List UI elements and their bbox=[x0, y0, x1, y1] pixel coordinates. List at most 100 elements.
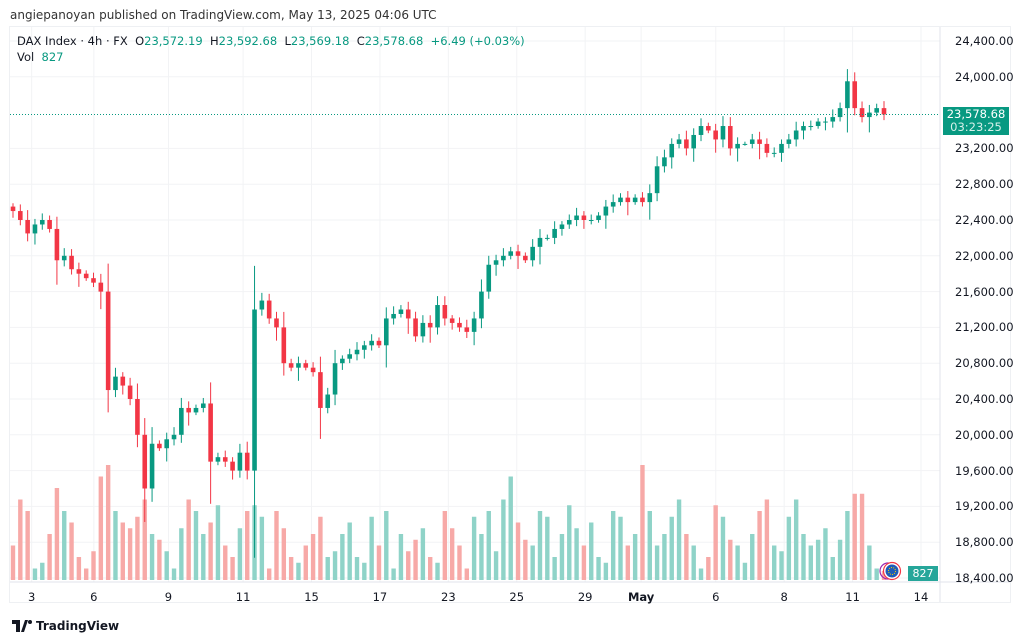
candle-body bbox=[479, 291, 484, 319]
volume-bar bbox=[691, 545, 696, 580]
volume-bar bbox=[98, 476, 104, 580]
candle-body bbox=[669, 143, 675, 158]
candle-body bbox=[588, 220, 594, 221]
volume-bar bbox=[208, 522, 213, 580]
candle-body bbox=[603, 206, 609, 216]
volume-bar bbox=[201, 534, 206, 580]
volume-bar bbox=[193, 511, 199, 580]
price-tick-label: 18,800.00 bbox=[955, 535, 1014, 550]
candle-body bbox=[222, 457, 228, 462]
time-tick-label: 11 bbox=[235, 590, 251, 604]
volume-bar bbox=[515, 522, 521, 580]
candle-body bbox=[76, 269, 82, 274]
symbol-label[interactable]: DAX Index · 4h · FX bbox=[17, 34, 128, 48]
volume-bar bbox=[801, 534, 806, 580]
candle-body bbox=[552, 228, 557, 238]
candle-body bbox=[654, 166, 660, 194]
volume-bar bbox=[266, 568, 272, 580]
volume-bar bbox=[735, 545, 740, 580]
volume-bar bbox=[625, 545, 631, 580]
publisher-caption: angiepanoyan published on TradingView.co… bbox=[10, 8, 437, 22]
price-tick-label: 18,400.00 bbox=[955, 571, 1014, 585]
candle-body bbox=[632, 197, 638, 203]
candle-body bbox=[684, 139, 689, 149]
volume-bar bbox=[552, 557, 557, 580]
price-tick-label: 20,400.00 bbox=[955, 392, 1014, 406]
volume-bar bbox=[120, 522, 125, 580]
volume-bar bbox=[47, 534, 52, 580]
close-value: 23,578.68 bbox=[364, 34, 424, 48]
price-tick-label: 20,800.00 bbox=[955, 356, 1014, 371]
volume-bar bbox=[303, 545, 308, 580]
volume-bar bbox=[157, 539, 162, 580]
volume-bar bbox=[815, 539, 821, 580]
volume-bar bbox=[837, 539, 843, 580]
candle-body bbox=[266, 300, 272, 319]
candle-body bbox=[881, 108, 887, 115]
volume-bar bbox=[669, 516, 674, 580]
volume-bar bbox=[493, 551, 499, 580]
volume-bar bbox=[830, 557, 835, 580]
candle-body bbox=[127, 385, 133, 399]
candle-body bbox=[830, 117, 836, 122]
volume-bar bbox=[530, 545, 535, 580]
candle-body bbox=[10, 206, 16, 212]
open-label: O bbox=[135, 34, 145, 48]
volume-bar bbox=[793, 499, 799, 580]
price-tick-label: 19,200.00 bbox=[955, 499, 1014, 514]
volume-bar bbox=[245, 511, 250, 580]
price-tick-label: 22,800.00 bbox=[955, 177, 1014, 192]
candle-body bbox=[252, 309, 257, 471]
volume-bar bbox=[186, 499, 191, 580]
volume-bar bbox=[237, 528, 243, 580]
volume-bar bbox=[632, 534, 638, 580]
volume-bar bbox=[537, 511, 543, 580]
candle-body bbox=[545, 237, 550, 239]
volume-bar bbox=[662, 534, 667, 580]
last-price: 23,578.68 bbox=[946, 107, 1006, 121]
volume-bar bbox=[647, 511, 652, 580]
volume-label: Vol bbox=[17, 50, 35, 64]
volume-bar bbox=[179, 528, 184, 580]
candle-body bbox=[201, 403, 206, 408]
time-tick-label: 3 bbox=[27, 590, 36, 604]
candle-body bbox=[771, 152, 777, 154]
volume-bar bbox=[340, 534, 345, 580]
candle-body bbox=[398, 309, 404, 314]
candle-body bbox=[537, 237, 543, 247]
tradingview-footer[interactable]: TradingView bbox=[12, 619, 119, 633]
candle-body bbox=[54, 228, 60, 261]
candle-body bbox=[691, 134, 696, 149]
candle-body bbox=[566, 220, 572, 225]
low-value: 23,569.18 bbox=[290, 34, 350, 48]
candle-body bbox=[420, 322, 426, 337]
last-price-label: 23,578.68 03:23:25 bbox=[943, 107, 1009, 135]
candle-body bbox=[369, 340, 374, 346]
eu-flag-event-icon[interactable] bbox=[878, 561, 902, 581]
time-tick-label: 29 bbox=[577, 590, 593, 604]
candle-body bbox=[698, 126, 704, 135]
candle-body bbox=[296, 363, 301, 368]
volume-bar bbox=[149, 534, 155, 580]
price-tick-label: 20,000.00 bbox=[955, 427, 1014, 442]
volume-bar bbox=[610, 511, 616, 580]
candle-body bbox=[801, 126, 806, 131]
candle-body bbox=[69, 255, 74, 270]
candle-body bbox=[405, 309, 411, 319]
volume-bar bbox=[127, 528, 133, 580]
candle-body bbox=[332, 363, 338, 395]
volume-bar bbox=[391, 568, 396, 580]
candle-body bbox=[325, 394, 331, 408]
candle-body bbox=[83, 273, 89, 279]
time-tick-label: 15 bbox=[304, 590, 319, 604]
volume-bar bbox=[479, 534, 484, 580]
volume-bar bbox=[113, 511, 118, 580]
candle-body bbox=[413, 318, 418, 337]
volume-bar bbox=[772, 545, 777, 580]
candle-body bbox=[625, 197, 631, 203]
candle-body bbox=[193, 407, 199, 413]
candle-body bbox=[874, 108, 879, 113]
volume-bar bbox=[757, 511, 762, 580]
volume-bar bbox=[420, 528, 426, 580]
